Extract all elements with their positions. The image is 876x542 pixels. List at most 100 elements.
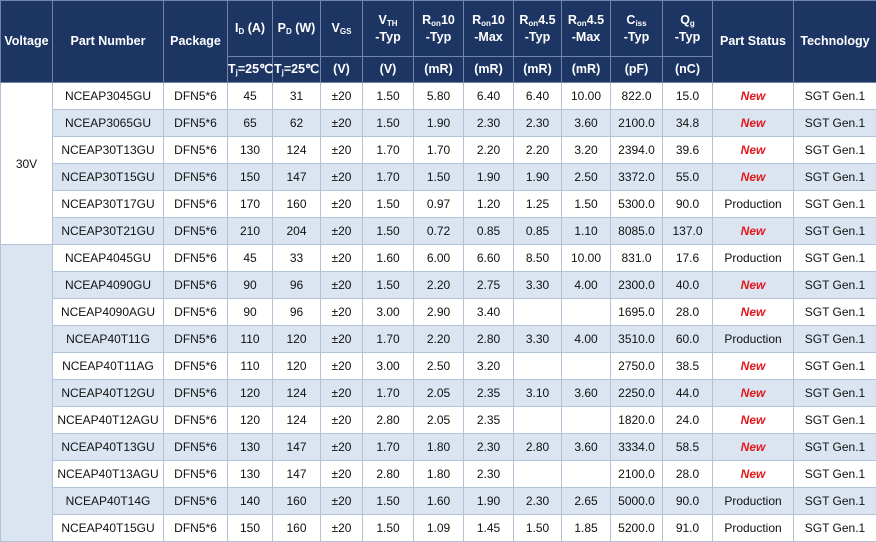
- data-cell: ±20: [320, 217, 363, 245]
- data-cell: 1.50: [362, 82, 414, 110]
- data-cell: 150: [227, 163, 273, 191]
- data-cell: 5200.0: [610, 514, 663, 542]
- header-text: R: [567, 12, 577, 27]
- column-header: Part Status: [712, 0, 794, 83]
- subscript: on: [528, 18, 539, 28]
- data-cell: 137.0: [662, 217, 713, 245]
- data-cell: 150: [227, 514, 273, 542]
- data-cell: SGT Gen.1: [793, 325, 876, 353]
- header-text: R: [422, 12, 432, 27]
- header-text: -Typ: [674, 29, 701, 44]
- data-cell: 2.05: [413, 379, 464, 407]
- header-text: (mR): [424, 62, 453, 76]
- data-cell: 170: [227, 190, 273, 218]
- data-cell: 1.50: [362, 514, 414, 542]
- data-row: NCEAP4090GU DFN5*6 90 96 ±20 1.50 2.20 2.75 3.30…: [1, 271, 876, 299]
- data-cell: New: [712, 163, 794, 191]
- data-row: NCEAP3065GU DFN5*6 65 62 ±20 1.50 1.90 2.30 2.30…: [1, 109, 876, 137]
- data-cell: 40.0: [662, 271, 713, 299]
- header-text: -Typ: [375, 29, 401, 44]
- data-cell: SGT Gen.1: [793, 487, 876, 515]
- data-cell: New: [712, 460, 794, 488]
- data-cell: 1.60: [413, 487, 464, 515]
- header-text: V: [331, 21, 340, 35]
- data-cell: 1.50: [362, 109, 414, 137]
- data-row: NCEAP40T13AGU DFN5*6 130 147 ±20 2.80 1.80 2.30…: [1, 460, 876, 488]
- column-header: Qg -Typ: [662, 0, 713, 57]
- data-row: NCEAP40T12GU DFN5*6 120 124 ±20 1.70 2.05 2.35 3…: [1, 379, 876, 407]
- data-cell: 90: [227, 298, 273, 326]
- header-text: (nC): [675, 62, 700, 76]
- data-row: NCEAP30T17GU DFN5*6 170 160 ±20 1.50 0.97 1.20 1…: [1, 190, 876, 218]
- table-header: Voltage Part Number Package ID (A) PD (W) VGS…: [0, 0, 876, 83]
- data-cell: 2.05: [413, 406, 464, 434]
- header-text: =25℃: [283, 62, 320, 76]
- header-text: 10: [440, 12, 455, 27]
- data-cell: ±20: [320, 271, 363, 299]
- data-cell: 2.80: [362, 460, 414, 488]
- data-cell: ±20: [320, 190, 363, 218]
- column-header: Package: [163, 0, 228, 83]
- data-cell: [561, 460, 611, 488]
- data-cell: SGT Gen.1: [793, 460, 876, 488]
- header-text: P: [277, 21, 286, 35]
- header-text: =25℃: [237, 62, 274, 76]
- subscript: on: [481, 18, 491, 28]
- column-header: Voltage: [0, 0, 53, 83]
- data-cell: 33: [272, 244, 321, 272]
- data-cell: 3.30: [513, 271, 562, 299]
- subscript: on: [431, 18, 441, 28]
- data-cell: 91.0: [662, 514, 713, 542]
- data-cell: 55.0: [662, 163, 713, 191]
- data-cell: 160: [272, 487, 321, 515]
- data-cell: 2.20: [513, 136, 562, 164]
- data-cell: 45: [227, 244, 273, 272]
- data-cell: 3.20: [561, 136, 611, 164]
- data-cell: 2.90: [413, 298, 464, 326]
- data-cell: 17.6: [662, 244, 713, 272]
- header-text: R: [472, 12, 482, 27]
- data-cell: 0.85: [513, 217, 562, 245]
- data-row: NCEAP40T15GU DFN5*6 150 160 ±20 1.50 1.09 1.45 1…: [1, 514, 876, 542]
- data-cell: 1.70: [362, 163, 414, 191]
- header-text: Q: [680, 12, 690, 27]
- data-cell: NCEAP40T11G: [52, 325, 164, 353]
- data-cell: NCEAP30T21GU: [52, 217, 164, 245]
- data-cell: ±20: [320, 433, 363, 461]
- header-text: T: [228, 62, 236, 76]
- data-cell: NCEAP40T11AG: [52, 352, 164, 380]
- data-cell: 1.60: [362, 244, 414, 272]
- data-cell: [513, 298, 562, 326]
- data-cell: New: [712, 433, 794, 461]
- header-text: Technology: [800, 34, 870, 48]
- data-cell: DFN5*6: [163, 379, 228, 407]
- data-cell: DFN5*6: [163, 325, 228, 353]
- data-cell: DFN5*6: [163, 514, 228, 542]
- data-cell: NCEAP40T15GU: [52, 514, 164, 542]
- data-cell: 204: [272, 217, 321, 245]
- column-header: PD (W): [272, 0, 321, 57]
- data-cell: ±20: [320, 487, 363, 515]
- data-cell: ±20: [320, 325, 363, 353]
- unit-header: (nC): [662, 56, 713, 83]
- column-header: Ciss -Typ: [610, 0, 663, 57]
- header-text: R: [519, 12, 529, 27]
- data-cell: DFN5*6: [163, 82, 228, 110]
- data-cell: 28.0: [662, 460, 713, 488]
- data-cell: 160: [272, 190, 321, 218]
- unit-header: (mR): [561, 56, 611, 83]
- subscript: GS: [339, 27, 352, 36]
- data-cell: 0.97: [413, 190, 464, 218]
- data-cell: 130: [227, 433, 273, 461]
- data-cell: 6.00: [413, 244, 464, 272]
- data-cell: SGT Gen.1: [793, 379, 876, 407]
- data-cell: 130: [227, 136, 273, 164]
- data-cell: Production: [712, 487, 794, 515]
- data-cell: NCEAP30T15GU: [52, 163, 164, 191]
- data-cell: 1.70: [362, 136, 414, 164]
- data-cell: 45: [227, 82, 273, 110]
- data-cell: NCEAP4090GU: [52, 271, 164, 299]
- data-cell: SGT Gen.1: [793, 136, 876, 164]
- data-cell: 2.30: [463, 460, 514, 488]
- data-cell: 10.00: [561, 244, 611, 272]
